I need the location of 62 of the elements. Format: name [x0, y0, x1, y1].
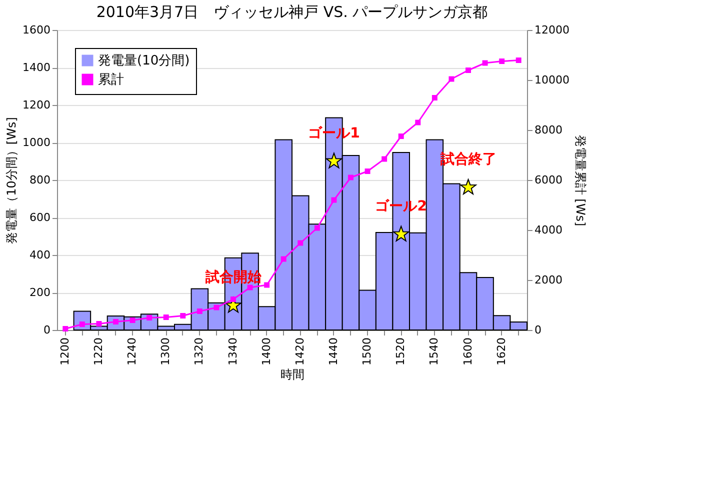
point	[146, 315, 152, 320]
y-tick-label: 200	[30, 286, 50, 299]
y-tick-label: 800	[30, 174, 50, 186]
point	[382, 156, 388, 162]
point	[196, 308, 202, 314]
x-tick-label: 1300	[159, 338, 172, 366]
point	[264, 282, 270, 288]
point	[348, 174, 354, 180]
point	[516, 58, 522, 63]
point	[482, 60, 488, 66]
point	[314, 225, 320, 231]
y2-tick-label: 10000	[534, 74, 570, 86]
y-tick-label: 1400	[22, 61, 50, 74]
y2-tick-label: 4000	[534, 224, 562, 236]
point	[280, 256, 286, 262]
point	[79, 322, 85, 327]
point	[415, 120, 421, 126]
x-tick-label: 1440	[326, 338, 340, 366]
point	[230, 296, 236, 302]
x-tick-label: 1340	[226, 338, 240, 366]
point	[163, 314, 169, 320]
point	[448, 76, 454, 82]
y2-tick-label: 2000	[534, 274, 562, 286]
point	[499, 58, 505, 64]
x-tick-label: 1400	[260, 338, 273, 366]
y-axis-title: 発電量（10分間）[Ws]	[4, 117, 19, 244]
y-tick-label: 600	[30, 211, 50, 224]
point	[331, 197, 337, 203]
point	[364, 168, 370, 174]
x-tick-label: 1220	[92, 338, 105, 366]
point	[247, 284, 253, 290]
point	[62, 326, 68, 332]
y2-tick-label: 6000	[534, 174, 562, 186]
point	[96, 321, 102, 326]
legend-label: 発電量(10分間)	[98, 54, 190, 68]
chart-title: 2010年3月7日 ヴィッセル神戸 VS. パープルサンガ京都	[96, 3, 488, 21]
x-tick-label: 1620	[494, 338, 508, 366]
legend-label: 累計	[98, 72, 124, 88]
x-tick-label: 1500	[360, 338, 374, 366]
y-tick-label: 400	[30, 248, 50, 262]
y-tick-label: 1200	[22, 98, 50, 112]
x-tick-label: 1420	[293, 338, 306, 366]
y-tick-label: 1600	[22, 24, 50, 36]
x-tick-label: 1540	[428, 338, 441, 366]
y2-tick-label: 0	[534, 324, 542, 336]
x-tick-label: 1520	[394, 338, 408, 366]
point	[398, 134, 404, 139]
y-tick-label: 1000	[22, 136, 50, 149]
y2-tick-label: 8000	[534, 124, 562, 136]
point	[180, 313, 186, 318]
point	[466, 68, 471, 73]
y2-tick-label: 12000	[534, 24, 570, 36]
point	[298, 240, 304, 246]
point	[214, 304, 220, 310]
x-tick-label: 1240	[126, 338, 139, 366]
x-tick-label: 1200	[58, 338, 72, 366]
point	[432, 95, 438, 100]
x-tick-label: 1320	[192, 338, 206, 366]
y2-axis-title: 発電量累計 [Ws]	[573, 134, 588, 226]
x-axis-title: 時間	[280, 367, 304, 382]
y-tick-label: 0	[44, 324, 50, 336]
x-tick-label: 1600	[461, 338, 474, 366]
